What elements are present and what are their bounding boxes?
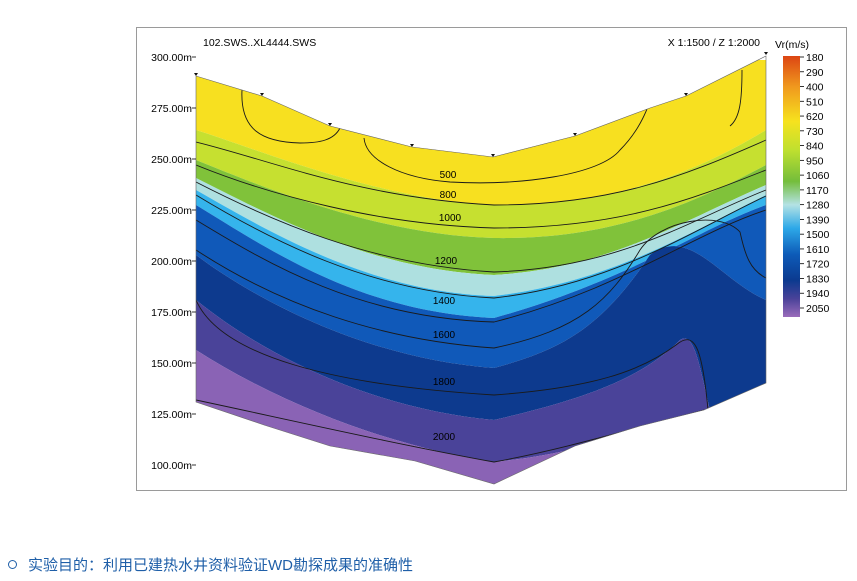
caption-row: 实验目的：利用已建热水井资料验证WD勘探成果的准确性: [6, 553, 413, 575]
legend-tick-label: 1720: [806, 259, 830, 271]
legend-tick-label: 950: [806, 155, 824, 167]
contour-label: 1600: [433, 330, 456, 341]
y-axis: 300.00m 275.00m 250.00m 225.00m 200.00m 175.0…: [151, 52, 196, 472]
legend-tick-label: 2050: [806, 303, 830, 315]
legend-tick-label: 290: [806, 67, 824, 79]
contour-label: 800: [440, 190, 457, 201]
band-purple: [196, 350, 704, 484]
band-indigo: [196, 300, 710, 462]
y-tick-label: 175.00m: [151, 307, 192, 319]
legend-tick-label: 1830: [806, 273, 830, 285]
legend-tick-label: 1390: [806, 214, 830, 226]
legend-tick-label: 1940: [806, 288, 830, 300]
legend-tick-label: 840: [806, 141, 824, 153]
y-tick-label: 275.00m: [151, 103, 192, 115]
legend-tick-label: 730: [806, 126, 824, 138]
band-blue: [196, 205, 766, 368]
y-tick-label: 200.00m: [151, 256, 192, 268]
station-marker: [491, 154, 495, 157]
station-marker: [573, 133, 577, 136]
legend-tick-label: 620: [806, 111, 824, 123]
station-marker: [764, 52, 768, 55]
y-tick-label: 125.00m: [151, 409, 192, 421]
station-marker: [328, 123, 332, 126]
legend-tick-label: 1060: [806, 170, 830, 182]
y-tick-label: 150.00m: [151, 358, 192, 370]
band-navy: [196, 246, 766, 420]
legend-tick-label: 400: [806, 82, 824, 94]
station-marker: [260, 93, 264, 96]
y-tick-label: 300.00m: [151, 52, 192, 64]
station-markers: [194, 52, 768, 157]
legend-tick-label: 1170: [806, 185, 829, 197]
legend-tick-label: 1280: [806, 200, 830, 212]
y-tick-label: 250.00m: [151, 154, 192, 166]
contour-label: 1000: [439, 213, 462, 224]
y-tick-label: 225.00m: [151, 205, 192, 217]
legend-tick-label: 1500: [806, 229, 830, 241]
circle-bullet-icon: [8, 559, 17, 569]
chart-scale-label: X 1:1500 / Z 1:2000: [668, 37, 760, 49]
contour-label: 1200: [435, 256, 458, 267]
legend-ticks: 180 290 400 510 620 730 840 950 1060 1170 1280 1390…: [800, 52, 830, 315]
legend-tick-label: 1610: [806, 244, 830, 256]
band-greenyellow: [196, 130, 766, 239]
station-marker: [684, 93, 688, 96]
band-green: [196, 160, 766, 275]
caption-text: 实验目的：利用已建热水井资料验证WD勘探成果的准确性: [28, 556, 413, 574]
legend-tick-label: 180: [806, 52, 824, 64]
station-marker: [194, 73, 198, 76]
legend-tick-label: 510: [806, 96, 824, 108]
contour-label: 1800: [433, 377, 456, 388]
contour-label: 500: [440, 170, 457, 181]
legend-title: Vr(m/s): [775, 39, 809, 51]
station-marker: [410, 144, 414, 147]
legend-colorbar: [783, 56, 800, 317]
chart-title-left: 102.SWS..XL4444.SWS: [203, 37, 316, 49]
contour-label: 2000: [433, 432, 456, 443]
y-tick-label: 100.00m: [151, 460, 192, 472]
contour-label: 1400: [433, 296, 456, 307]
